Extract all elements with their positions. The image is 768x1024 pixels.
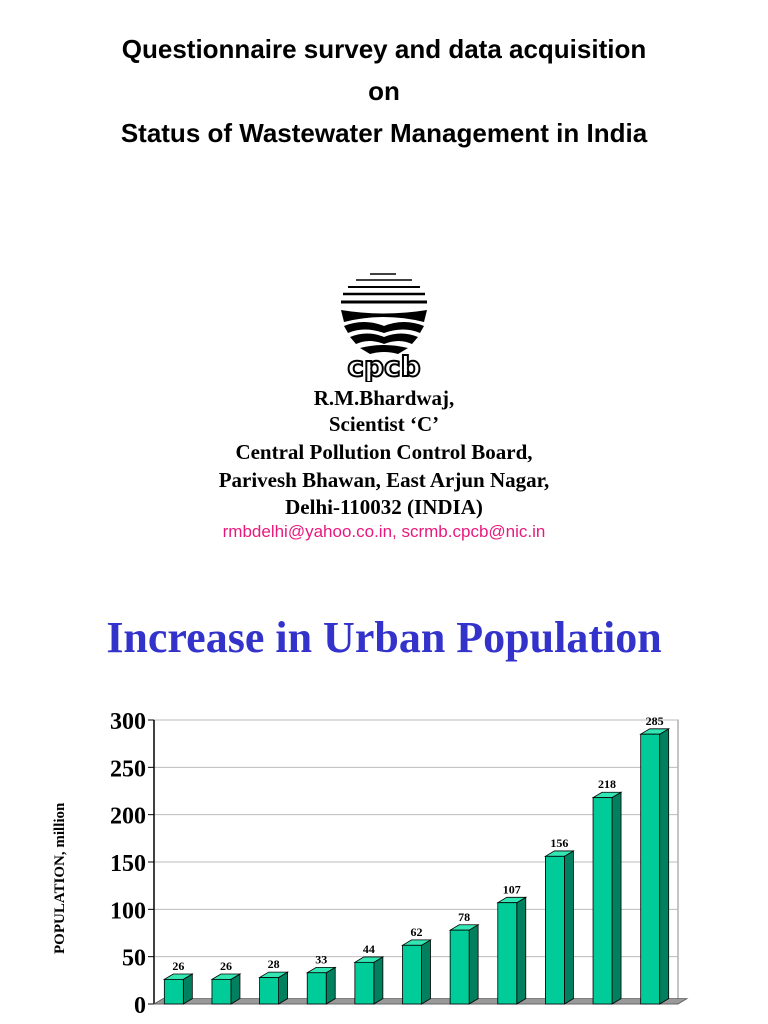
- y-axis-label: POPULATION, million: [52, 802, 68, 954]
- y-tick-label: 50: [122, 946, 146, 972]
- bar-data-label: 107: [503, 882, 521, 896]
- bar-data-label: 285: [646, 714, 664, 728]
- y-tick-label: 150: [110, 851, 146, 877]
- bar-data-label: 218: [598, 777, 616, 791]
- bar-side: [611, 791, 622, 1005]
- urban-population-chart: 0 50 100 150 200 250 300 26 26 28 33 44 62 78 107 156 21…: [110, 709, 689, 1019]
- bar: [497, 902, 518, 1005]
- author-address: Parivesh Bhawan, East Arjun Nagar,: [218, 468, 550, 492]
- bar: [163, 978, 184, 1005]
- bar: [449, 929, 470, 1005]
- bar: [306, 972, 327, 1005]
- bar-data-label: 44: [363, 942, 375, 956]
- bar-data-label: 156: [550, 836, 568, 850]
- bar: [402, 944, 422, 1005]
- bar-side: [421, 939, 431, 1005]
- y-tick-label: 200: [110, 804, 146, 830]
- cpcb-logo: cpcb: [341, 273, 427, 382]
- bar-data-label: 26: [172, 959, 184, 973]
- bar-side: [468, 924, 479, 1005]
- bar-side: [564, 850, 574, 1005]
- bar-side: [516, 896, 527, 1005]
- bar-data-label: 62: [411, 925, 423, 939]
- bar-data-label: 28: [268, 957, 280, 971]
- logo-text: cpcb: [347, 350, 420, 382]
- bar-data-label: 26: [220, 959, 232, 973]
- bar-side: [659, 728, 670, 1005]
- title-line-1: Questionnaire survey and data acquisitio…: [121, 34, 647, 64]
- bar: [592, 797, 613, 1005]
- author-title: Scientist ‘C’: [328, 412, 440, 436]
- y-tick-label: 0: [134, 993, 146, 1019]
- title-line-2: on: [368, 76, 400, 106]
- author-city: Delhi-110032 (INDIA): [285, 495, 483, 519]
- bar: [259, 977, 279, 1005]
- bar-data-label: 33: [315, 952, 327, 966]
- author-organization: Central Pollution Control Board,: [235, 440, 533, 464]
- bar: [354, 961, 375, 1005]
- y-tick-label: 300: [110, 709, 146, 735]
- author-name: R.M.Bhardwaj,: [313, 386, 455, 410]
- title-line-3: Status of Wastewater Management in India: [120, 118, 648, 148]
- bar: [545, 855, 565, 1005]
- bar-side: [373, 956, 384, 1005]
- bar: [640, 733, 661, 1005]
- bar: [211, 978, 232, 1005]
- y-tick-label: 100: [110, 898, 146, 924]
- bar-side: [325, 966, 336, 1005]
- y-tick-label: 250: [110, 756, 146, 782]
- author-email[interactable]: rmbdelhi@yahoo.co.in, scrmb.cpcb@nic.in: [222, 522, 546, 541]
- section-heading: Increase in Urban Population: [106, 613, 662, 662]
- bar-data-label: 78: [458, 910, 470, 924]
